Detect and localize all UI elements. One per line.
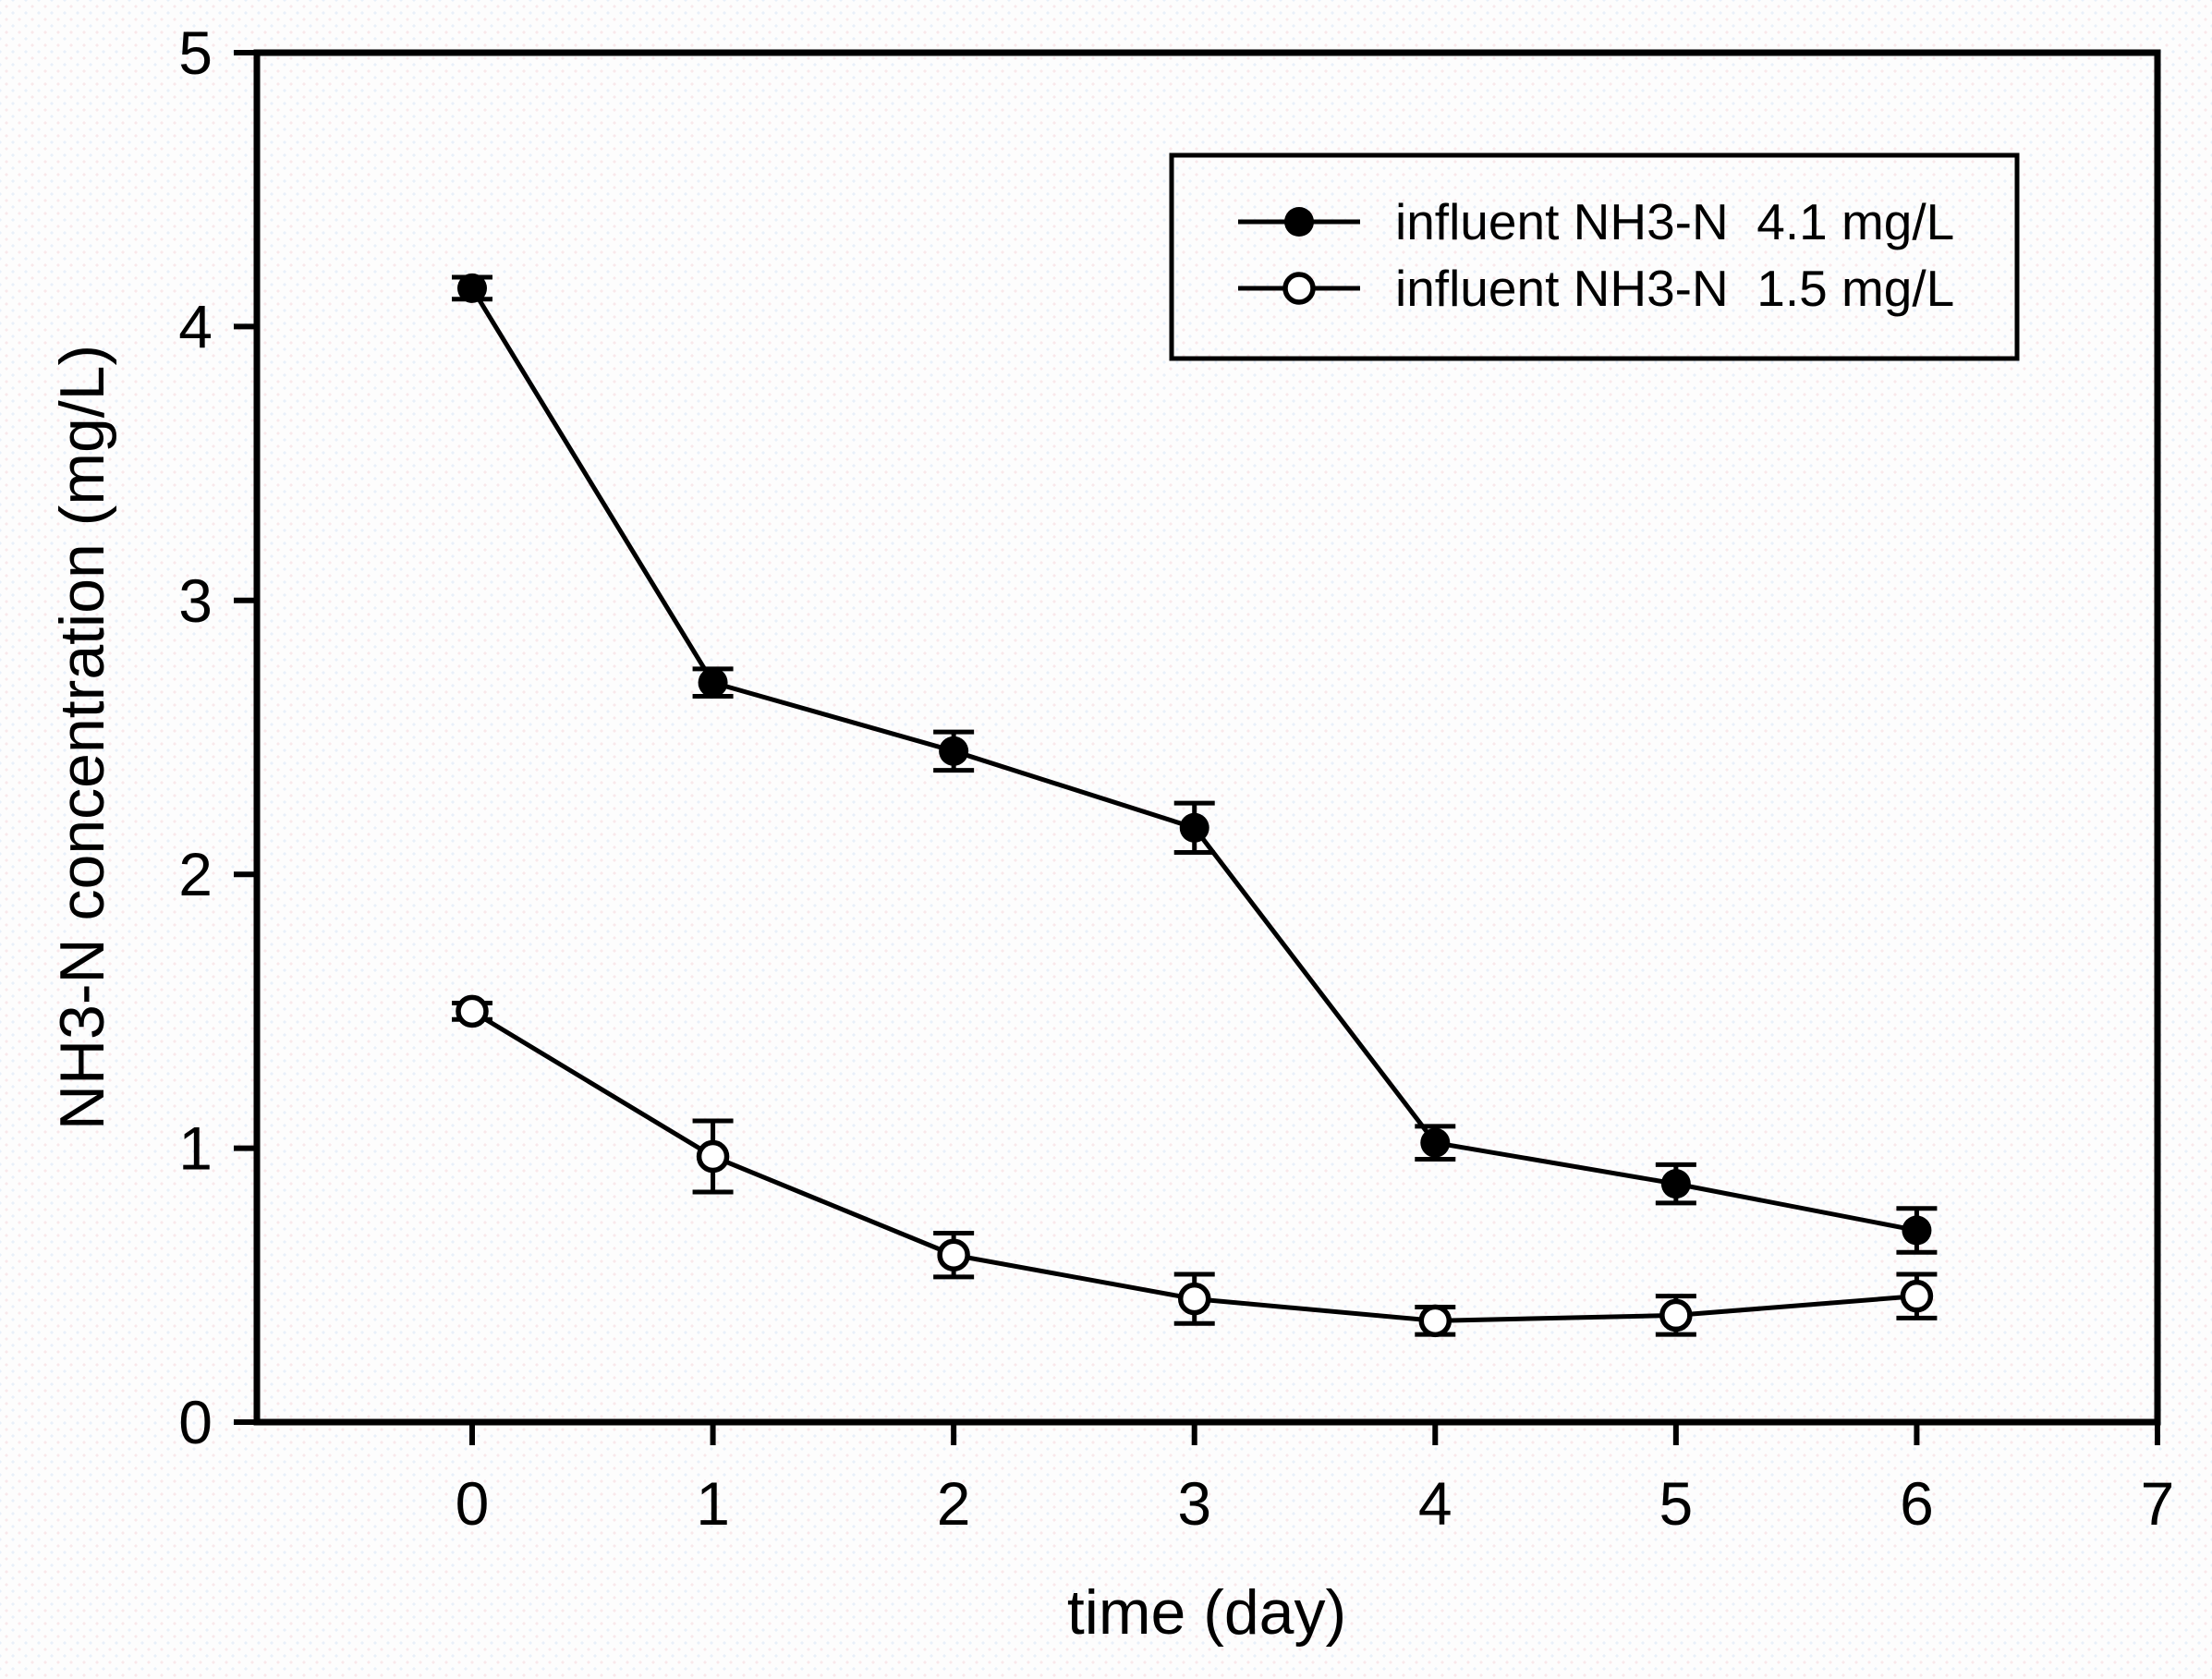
x-tick-label: 3 [1177, 1469, 1211, 1538]
legend-entry-label: influent NH3-N 1.5 mg/L [1395, 260, 1954, 317]
series-line [469, 286, 1917, 1233]
open-circle-marker [937, 1238, 970, 1271]
y-tick-label: 2 [178, 840, 213, 908]
legend-entry-label: influent NH3-N 4.1 mg/L [1395, 193, 1954, 250]
y-tick-label: 4 [178, 292, 213, 360]
open-circle-marker [696, 1139, 730, 1174]
open-circle-marker [1659, 1298, 1693, 1332]
error-bars [452, 274, 1938, 1337]
x-tick-label: 7 [2141, 1469, 2175, 1538]
y-axis-title: NH3-N concentration (mg/L) [47, 345, 117, 1130]
filled-circle-marker [1420, 1127, 1451, 1158]
legend-filled-circle-marker [1284, 207, 1314, 237]
filled-circle-marker [939, 736, 969, 766]
filled-circle-marker [457, 273, 487, 303]
x-tick-label: 0 [456, 1469, 490, 1538]
y-tick-label: 1 [178, 1114, 213, 1183]
x-tick-label: 1 [696, 1469, 730, 1538]
open-circle-marker [1900, 1279, 1934, 1313]
filled-circle-marker [698, 667, 728, 698]
x-axis-title: time (day) [1067, 1577, 1346, 1648]
filled-circle-marker [1179, 812, 1209, 843]
y-tick-label: 3 [178, 566, 213, 635]
axis-tick-labels: 0 1 2 3 4 5 6 7 0 1 2 3 4 5 [178, 18, 2174, 1538]
open-circle-marker [1418, 1304, 1452, 1338]
series-markers [456, 273, 1934, 1338]
plot-frame [253, 49, 2161, 1426]
legend-box [1169, 152, 2020, 361]
x-tick-label: 6 [1900, 1469, 1934, 1538]
x-tick-label: 2 [937, 1469, 971, 1538]
filled-circle-marker [1902, 1215, 1932, 1246]
filled-circle-marker [1660, 1169, 1691, 1199]
axis-ticks [234, 50, 2160, 1445]
x-tick-label: 5 [1659, 1469, 1693, 1538]
open-circle-marker [1177, 1282, 1211, 1316]
legend: influent NH3-N 4.1 mg/L influent NH3-N 1.… [1169, 152, 2020, 361]
legend-open-circle-marker [1282, 272, 1316, 305]
y-tick-label: 0 [178, 1388, 213, 1456]
open-circle-marker [456, 994, 489, 1028]
x-tick-label: 4 [1418, 1469, 1452, 1538]
y-tick-label: 5 [178, 18, 213, 87]
